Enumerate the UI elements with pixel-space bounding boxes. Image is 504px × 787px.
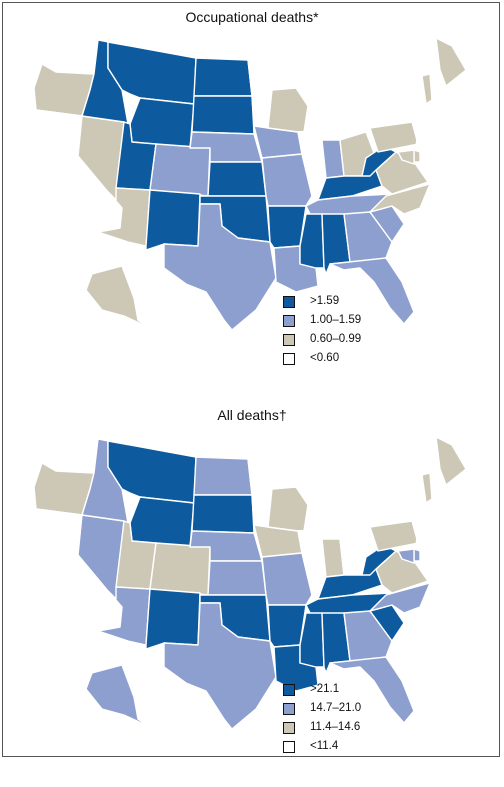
legend-label: <11.4 [310, 740, 339, 752]
state-co [149, 542, 211, 596]
state-wy [129, 496, 195, 548]
state-nh [431, 67, 443, 103]
state-ak [85, 664, 151, 728]
state-co [149, 143, 211, 197]
state-fl [329, 257, 415, 325]
all-deaths-map-title: All deaths† [217, 407, 287, 423]
state-ma [425, 101, 449, 115]
state-sd [191, 494, 255, 534]
state-tx [163, 602, 277, 730]
state-mi [315, 486, 347, 540]
state-me [435, 37, 467, 87]
state-ks [207, 161, 267, 197]
occupational-deaths-map [33, 35, 467, 331]
state-nm [145, 189, 201, 251]
state-nj [415, 125, 427, 153]
state-nh [431, 466, 443, 502]
state-ak [85, 265, 151, 329]
state-tx [163, 203, 277, 331]
legend-label: 14.7–21.0 [310, 702, 362, 714]
state-ri [439, 113, 447, 121]
legend-label: <0.60 [310, 352, 340, 364]
state-de [413, 149, 421, 163]
state-fl [329, 656, 415, 724]
legend-swatch [283, 722, 295, 734]
state-ct [425, 514, 439, 526]
state-nj [415, 524, 427, 552]
state-wy [129, 97, 195, 149]
state-ks [207, 560, 267, 596]
legend-label: >21.1 [310, 683, 340, 695]
state-ct [425, 115, 439, 127]
legend-swatch [283, 315, 295, 327]
all-deaths-map [33, 434, 467, 730]
occupational-map-title: Occupational deaths* [185, 9, 319, 25]
state-md [397, 149, 415, 165]
state-hi [33, 235, 81, 269]
state-nm [145, 588, 201, 650]
state-md [397, 548, 415, 564]
state-nc [369, 183, 431, 215]
state-ga [343, 610, 393, 662]
state-nd [193, 456, 253, 496]
legend-swatch [283, 741, 295, 753]
state-wi [267, 486, 309, 532]
state-ny [373, 480, 427, 532]
state-mi [315, 87, 347, 141]
state-ga [343, 211, 393, 263]
legend-swatch [283, 703, 295, 715]
state-ma [425, 500, 449, 514]
legend-label: 11.4–14.6 [310, 721, 361, 733]
legend-label: 1.00–1.59 [310, 314, 362, 326]
state-nd [193, 57, 253, 97]
state-ri [439, 512, 447, 520]
state-pa [369, 121, 419, 153]
state-de [413, 548, 421, 562]
legend-label: 0.60–0.99 [310, 333, 362, 345]
legend-swatch [283, 296, 295, 308]
state-ny [373, 81, 427, 133]
state-hi [33, 634, 81, 668]
legend-swatch [283, 334, 295, 346]
legend-label: >1.59 [310, 295, 340, 307]
state-wi [267, 87, 309, 133]
legend-swatch [283, 684, 295, 696]
state-nc [369, 582, 431, 614]
state-sd [191, 95, 255, 135]
state-me [435, 436, 467, 486]
legend-swatch [283, 353, 295, 365]
state-pa [369, 520, 419, 552]
